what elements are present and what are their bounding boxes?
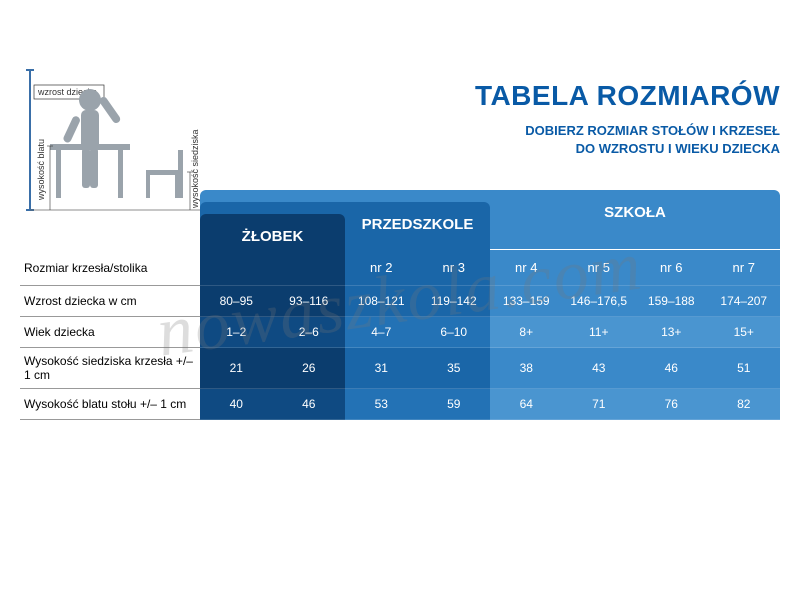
table-cell: 146–176,5 xyxy=(563,286,636,317)
table-cell: 4–7 xyxy=(345,317,418,348)
table-cell: 133–159 xyxy=(490,286,563,317)
row-label: Wzrost dziecka w cm xyxy=(20,286,200,317)
size-table-wrap: Rozmiar krzesła/stolikanr 0nr 1nr 2nr 3n… xyxy=(20,250,780,420)
measurement-diagram: wzrost dziecka xyxy=(20,60,220,230)
table-row: Wiek dziecka1–22–64–76–108+11+13+15+ xyxy=(20,317,780,348)
table-cell: 43 xyxy=(563,348,636,389)
table-cell: 46 xyxy=(635,348,708,389)
table-cell: 51 xyxy=(708,348,781,389)
row-label: Rozmiar krzesła/stolika xyxy=(20,250,200,286)
table-cell: 26 xyxy=(273,348,346,389)
table-cell: 64 xyxy=(490,389,563,420)
table-cell: 80–95 xyxy=(200,286,273,317)
table-cell: 2–6 xyxy=(273,317,346,348)
container: wzrost dziecka xyxy=(0,0,800,440)
table-row: Wzrost dziecka w cm80–9593–116108–121119… xyxy=(20,286,780,317)
row-label: Wysokość siedziska krzesła +/– 1 cm xyxy=(20,348,200,389)
table-cell: 11+ xyxy=(563,317,636,348)
table-cell: 93–116 xyxy=(273,286,346,317)
table-cell: 38 xyxy=(490,348,563,389)
row-label: Wiek dziecka xyxy=(20,317,200,348)
col-header: nr 6 xyxy=(635,250,708,286)
main-title: TABELA ROZMIARÓW xyxy=(240,80,780,112)
table-cell: 6–10 xyxy=(418,317,491,348)
table-cell: 174–207 xyxy=(708,286,781,317)
table-cell: 35 xyxy=(418,348,491,389)
table-cell: 108–121 xyxy=(345,286,418,317)
label-seat-height: wysokość siedziska xyxy=(190,129,200,209)
table-cell: 59 xyxy=(418,389,491,420)
size-table: Rozmiar krzesła/stolikanr 0nr 1nr 2nr 3n… xyxy=(20,250,780,420)
chair-shape xyxy=(146,150,183,198)
child-figure xyxy=(62,89,122,188)
table-cell: 71 xyxy=(563,389,636,420)
title-block: TABELA ROZMIARÓW DOBIERZ ROZMIAR STOŁÓW … xyxy=(240,60,780,158)
table-cell: 159–188 xyxy=(635,286,708,317)
table-cell: 8+ xyxy=(490,317,563,348)
col-header: nr 7 xyxy=(708,250,781,286)
category-tabs: SZKOŁAPRZEDSZKOLEŻŁOBEK xyxy=(200,190,800,250)
subtitle-line1: DOBIERZ ROZMIAR STOŁÓW I KRZESEŁ xyxy=(240,122,780,140)
label-table-height: wysokość blatu xyxy=(36,139,46,201)
table-cell: 13+ xyxy=(635,317,708,348)
table-cell: 119–142 xyxy=(418,286,491,317)
table-cell: 31 xyxy=(345,348,418,389)
col-header: nr 4 xyxy=(490,250,563,286)
table-cell: 1–2 xyxy=(200,317,273,348)
table-cell: 21 xyxy=(200,348,273,389)
category-tab-żłobek: ŻŁOBEK xyxy=(200,214,345,273)
col-header: nr 5 xyxy=(563,250,636,286)
table-row: Wysokość siedziska krzesła +/– 1 cm21263… xyxy=(20,348,780,389)
table-cell: 76 xyxy=(635,389,708,420)
subtitle-line2: DO WZROSTU I WIEKU DZIECKA xyxy=(240,140,780,158)
table-cell: 15+ xyxy=(708,317,781,348)
table-cell: 46 xyxy=(273,389,346,420)
table-row: Wysokość blatu stołu +/– 1 cm40465359647… xyxy=(20,389,780,420)
table-cell: 82 xyxy=(708,389,781,420)
table-cell: 53 xyxy=(345,389,418,420)
table-cell: 40 xyxy=(200,389,273,420)
row-label: Wysokość blatu stołu +/– 1 cm xyxy=(20,389,200,420)
